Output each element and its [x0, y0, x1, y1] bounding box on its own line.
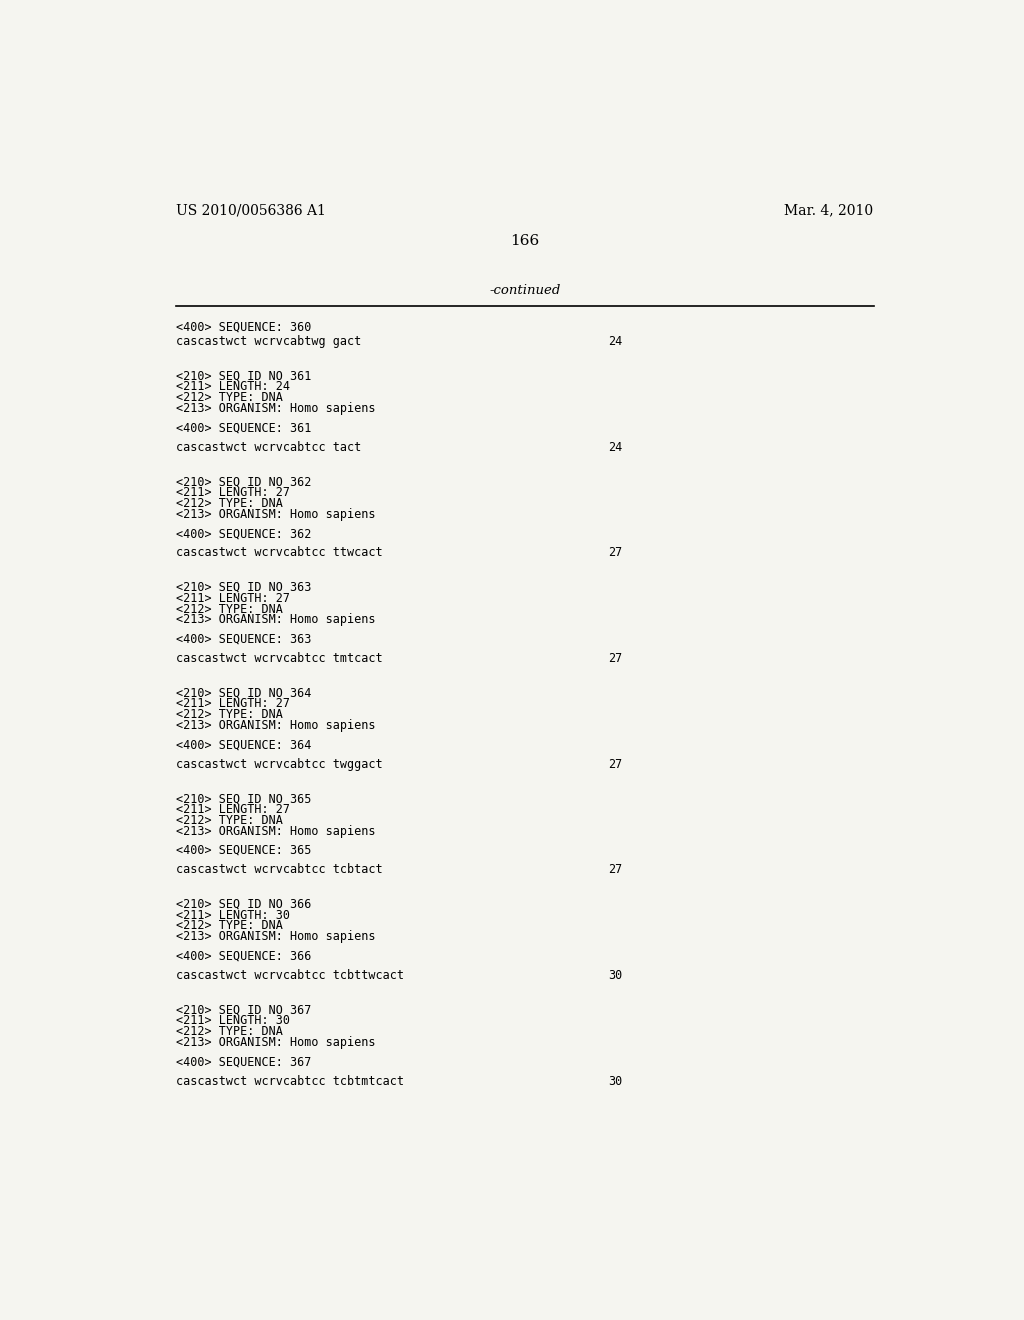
- Text: cascastwct wcrvcabtcc tact: cascastwct wcrvcabtcc tact: [176, 441, 361, 454]
- Text: <400> SEQUENCE: 367: <400> SEQUENCE: 367: [176, 1055, 311, 1068]
- Text: <212> TYPE: DNA: <212> TYPE: DNA: [176, 708, 283, 721]
- Text: cascastwct wcrvcabtcc tcbttwcact: cascastwct wcrvcabtcc tcbttwcact: [176, 969, 404, 982]
- Text: 30: 30: [608, 1074, 623, 1088]
- Text: 30: 30: [608, 969, 623, 982]
- Text: <213> ORGANISM: Homo sapiens: <213> ORGANISM: Homo sapiens: [176, 1036, 376, 1049]
- Text: <211> LENGTH: 24: <211> LENGTH: 24: [176, 380, 290, 393]
- Text: <211> LENGTH: 27: <211> LENGTH: 27: [176, 697, 290, 710]
- Text: <213> ORGANISM: Homo sapiens: <213> ORGANISM: Homo sapiens: [176, 614, 376, 626]
- Text: <400> SEQUENCE: 364: <400> SEQUENCE: 364: [176, 738, 311, 751]
- Text: <212> TYPE: DNA: <212> TYPE: DNA: [176, 1026, 283, 1038]
- Text: <210> SEQ ID NO 365: <210> SEQ ID NO 365: [176, 792, 311, 805]
- Text: <211> LENGTH: 27: <211> LENGTH: 27: [176, 486, 290, 499]
- Text: <210> SEQ ID NO 361: <210> SEQ ID NO 361: [176, 370, 311, 383]
- Text: <211> LENGTH: 27: <211> LENGTH: 27: [176, 803, 290, 816]
- Text: <210> SEQ ID NO 363: <210> SEQ ID NO 363: [176, 581, 311, 594]
- Text: <400> SEQUENCE: 363: <400> SEQUENCE: 363: [176, 632, 311, 645]
- Text: US 2010/0056386 A1: US 2010/0056386 A1: [176, 203, 326, 216]
- Text: cascastwct wcrvcabtcc tcbtact: cascastwct wcrvcabtcc tcbtact: [176, 863, 383, 876]
- Text: <213> ORGANISM: Homo sapiens: <213> ORGANISM: Homo sapiens: [176, 508, 376, 520]
- Text: <210> SEQ ID NO 367: <210> SEQ ID NO 367: [176, 1003, 311, 1016]
- Text: <210> SEQ ID NO 362: <210> SEQ ID NO 362: [176, 475, 311, 488]
- Text: <400> SEQUENCE: 360: <400> SEQUENCE: 360: [176, 321, 311, 333]
- Text: <212> TYPE: DNA: <212> TYPE: DNA: [176, 920, 283, 932]
- Text: <210> SEQ ID NO 366: <210> SEQ ID NO 366: [176, 898, 311, 911]
- Text: <212> TYPE: DNA: <212> TYPE: DNA: [176, 496, 283, 510]
- Text: -continued: -continued: [489, 284, 560, 297]
- Text: cascastwct wcrvcabtcc tcbtmtcact: cascastwct wcrvcabtcc tcbtmtcact: [176, 1074, 404, 1088]
- Text: 24: 24: [608, 441, 623, 454]
- Text: 27: 27: [608, 863, 623, 876]
- Text: <210> SEQ ID NO 364: <210> SEQ ID NO 364: [176, 686, 311, 700]
- Text: cascastwct wcrvcabtcc twggact: cascastwct wcrvcabtcc twggact: [176, 758, 383, 771]
- Text: <400> SEQUENCE: 361: <400> SEQUENCE: 361: [176, 421, 311, 434]
- Text: 27: 27: [608, 546, 623, 560]
- Text: <400> SEQUENCE: 365: <400> SEQUENCE: 365: [176, 843, 311, 857]
- Text: <211> LENGTH: 27: <211> LENGTH: 27: [176, 591, 290, 605]
- Text: <213> ORGANISM: Homo sapiens: <213> ORGANISM: Homo sapiens: [176, 403, 376, 414]
- Text: 166: 166: [510, 234, 540, 248]
- Text: 24: 24: [608, 335, 623, 348]
- Text: <212> TYPE: DNA: <212> TYPE: DNA: [176, 814, 283, 826]
- Text: 27: 27: [608, 758, 623, 771]
- Text: <213> ORGANISM: Homo sapiens: <213> ORGANISM: Homo sapiens: [176, 931, 376, 944]
- Text: <212> TYPE: DNA: <212> TYPE: DNA: [176, 602, 283, 615]
- Text: cascastwct wcrvcabtcc ttwcact: cascastwct wcrvcabtcc ttwcact: [176, 546, 383, 560]
- Text: <400> SEQUENCE: 366: <400> SEQUENCE: 366: [176, 949, 311, 962]
- Text: Mar. 4, 2010: Mar. 4, 2010: [784, 203, 873, 216]
- Text: <213> ORGANISM: Homo sapiens: <213> ORGANISM: Homo sapiens: [176, 719, 376, 733]
- Text: <211> LENGTH: 30: <211> LENGTH: 30: [176, 1014, 290, 1027]
- Text: <212> TYPE: DNA: <212> TYPE: DNA: [176, 391, 283, 404]
- Text: 27: 27: [608, 652, 623, 665]
- Text: cascastwct wcrvcabtcc tmtcact: cascastwct wcrvcabtcc tmtcact: [176, 652, 383, 665]
- Text: <211> LENGTH: 30: <211> LENGTH: 30: [176, 908, 290, 921]
- Text: cascastwct wcrvcabtwg gact: cascastwct wcrvcabtwg gact: [176, 335, 361, 348]
- Text: <400> SEQUENCE: 362: <400> SEQUENCE: 362: [176, 527, 311, 540]
- Text: <213> ORGANISM: Homo sapiens: <213> ORGANISM: Homo sapiens: [176, 825, 376, 838]
